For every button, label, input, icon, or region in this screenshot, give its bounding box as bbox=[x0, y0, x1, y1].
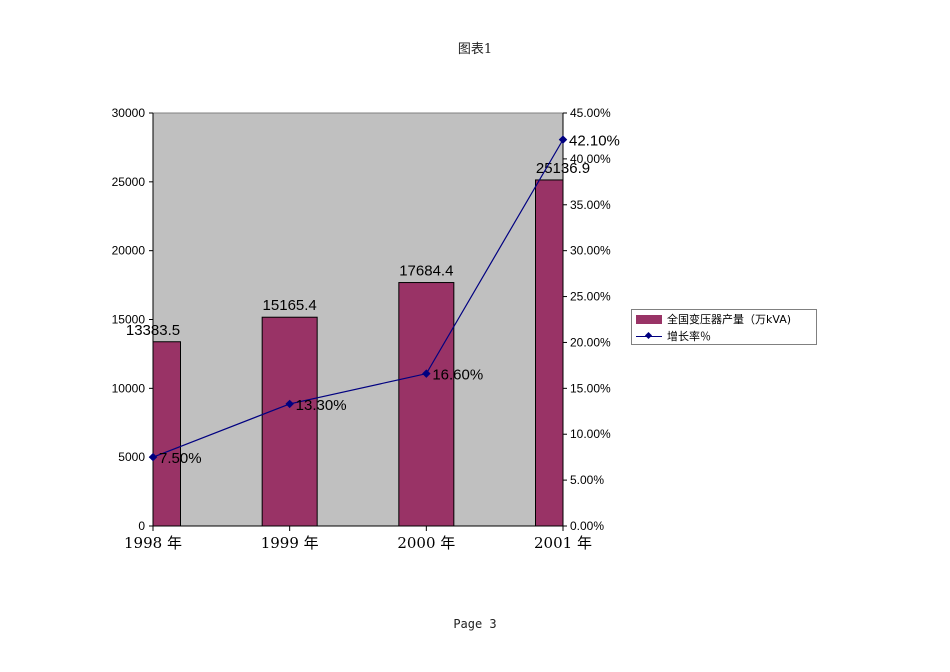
y-right-tick-label: 45.00% bbox=[570, 106, 611, 120]
bar-value-label: 25136.9 bbox=[536, 160, 590, 177]
growth-value-label: 42.10% bbox=[569, 133, 620, 150]
y-right-tick-label: 25.00% bbox=[570, 290, 611, 304]
growth-value-label: 16.60% bbox=[432, 367, 483, 384]
bar-value-label: 15165.4 bbox=[263, 297, 317, 314]
y-left-tick-label: 20000 bbox=[112, 244, 146, 258]
y-right-tick-label: 20.00% bbox=[570, 335, 611, 349]
x-tick-label: 2001 年 bbox=[534, 534, 592, 552]
legend-bar-swatch bbox=[636, 314, 662, 324]
bar bbox=[398, 282, 455, 527]
y-left-tick-label: 30000 bbox=[112, 106, 146, 120]
growth-value-label: 13.30% bbox=[296, 397, 347, 414]
y-right-tick-label: 5.00% bbox=[570, 473, 604, 487]
chart-title: 图表1 bbox=[457, 42, 493, 57]
plot-area bbox=[152, 112, 564, 527]
legend: 全国变压器产量（万kVA) 增长率％ bbox=[631, 309, 817, 345]
bar bbox=[152, 341, 181, 527]
growth-line bbox=[152, 139, 564, 458]
y-left-tick-label: 0 bbox=[138, 519, 145, 533]
x-tick-label: 2000 年 bbox=[397, 534, 455, 552]
y-left-tick-label: 5000 bbox=[118, 450, 145, 464]
legend-item-production: 全国变压器产量（万kVA) bbox=[636, 311, 791, 327]
y-right-tick-label: 40.00% bbox=[570, 152, 611, 166]
page-footer: Page 3 bbox=[453, 617, 497, 631]
growth-value-label: 7.50% bbox=[159, 450, 202, 467]
legend-label-growth: 增长率％ bbox=[667, 330, 711, 343]
bar-value-label: 13383.5 bbox=[126, 322, 180, 339]
legend-item-growth: 增长率％ bbox=[636, 328, 711, 344]
legend-label-production: 全国变压器产量（万kVA) bbox=[667, 313, 792, 326]
y-left-tick-label: 15000 bbox=[112, 313, 146, 327]
x-tick-label: 1999 年 bbox=[261, 534, 319, 552]
y-right-tick-label: 10.00% bbox=[570, 427, 611, 441]
growth-point bbox=[422, 369, 431, 378]
y-right-tick-label: 30.00% bbox=[570, 244, 611, 258]
y-left-tick-label: 25000 bbox=[112, 175, 146, 189]
growth-point bbox=[285, 399, 294, 409]
y-right-tick-label: 15.00% bbox=[570, 381, 611, 395]
y-right-tick-label: 0.00% bbox=[570, 519, 604, 533]
bar-value-label: 17684.4 bbox=[399, 263, 453, 280]
y-right-tick-label: 35.00% bbox=[570, 198, 611, 212]
x-tick-label: 1998 年 bbox=[124, 534, 182, 552]
legend-line-swatch bbox=[636, 331, 662, 341]
bar bbox=[261, 316, 318, 527]
y-left-tick-label: 10000 bbox=[112, 381, 146, 395]
bar bbox=[535, 179, 564, 527]
growth-point bbox=[148, 452, 158, 462]
